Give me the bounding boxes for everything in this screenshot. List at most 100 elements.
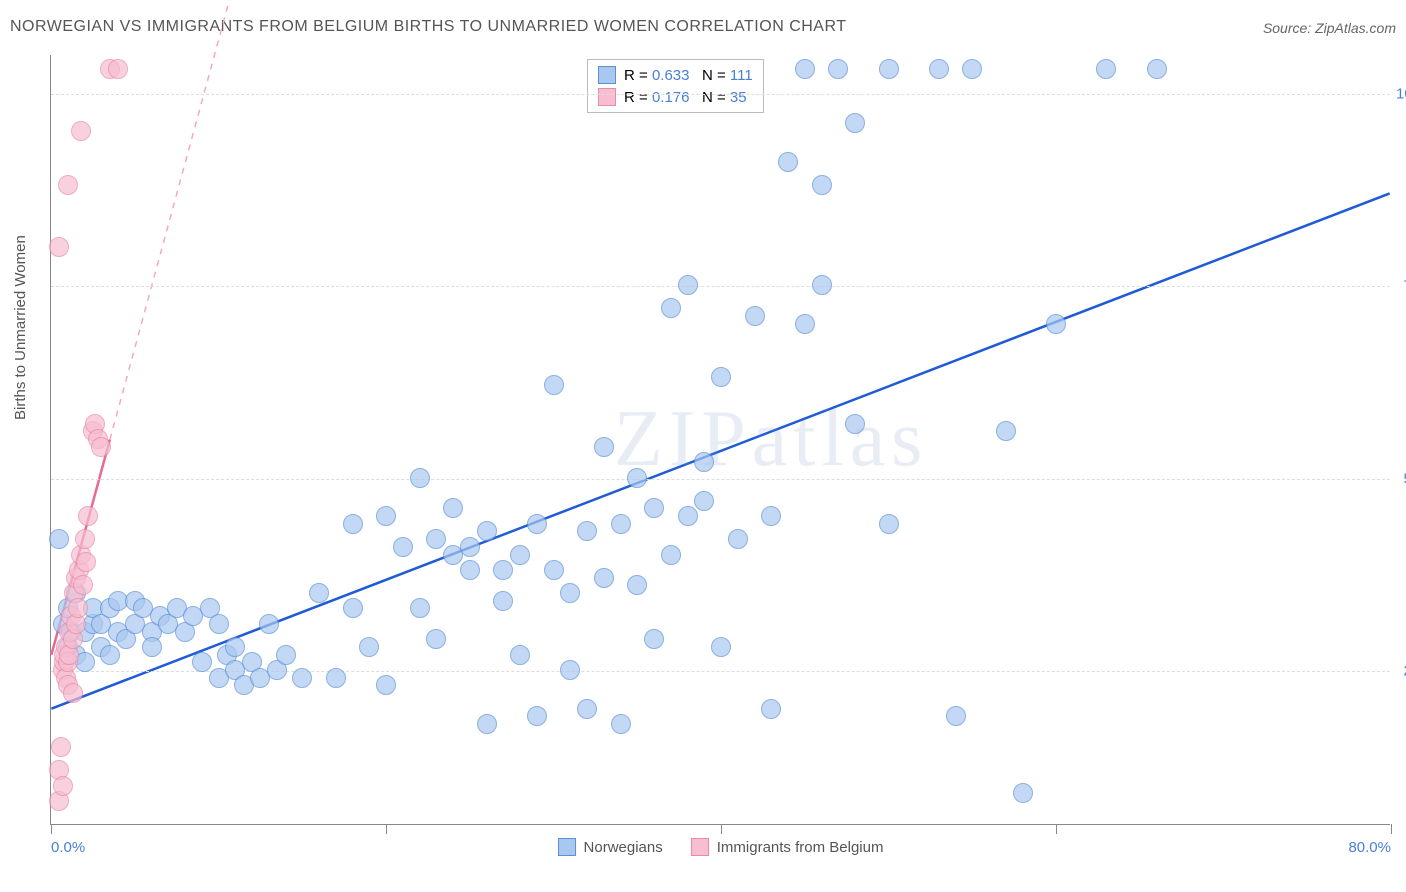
- data-point: [51, 737, 71, 757]
- data-point: [611, 714, 631, 734]
- data-point: [694, 491, 714, 511]
- data-point: [142, 637, 162, 657]
- y-tick-label: 50.0%: [1396, 470, 1406, 487]
- data-point: [78, 506, 98, 526]
- gridline: [51, 286, 1390, 287]
- data-point: [477, 714, 497, 734]
- legend-swatch: [598, 66, 616, 84]
- data-point: [544, 375, 564, 395]
- data-point: [209, 614, 229, 634]
- data-point: [292, 668, 312, 688]
- data-point: [309, 583, 329, 603]
- data-point: [778, 152, 798, 172]
- data-point: [426, 529, 446, 549]
- legend-swatch: [598, 88, 616, 106]
- legend-series: Norwegians Immigrants from Belgium: [558, 838, 884, 856]
- data-point: [795, 314, 815, 334]
- legend-stat-row: R = 0.176 N = 35: [598, 86, 753, 108]
- data-point: [108, 59, 128, 79]
- data-point: [359, 637, 379, 657]
- data-point: [879, 514, 899, 534]
- data-point: [493, 591, 513, 611]
- data-point: [71, 121, 91, 141]
- data-point: [510, 545, 530, 565]
- data-point: [560, 660, 580, 680]
- data-point: [711, 637, 731, 657]
- data-point: [192, 652, 212, 672]
- data-point: [761, 699, 781, 719]
- data-point: [376, 506, 396, 526]
- data-point: [410, 468, 430, 488]
- y-axis-title: Births to Unmarried Women: [12, 235, 29, 420]
- data-point: [644, 498, 664, 518]
- data-point: [1013, 783, 1033, 803]
- x-tick: [51, 824, 52, 834]
- legend-swatch: [691, 838, 709, 856]
- data-point: [962, 59, 982, 79]
- data-point: [259, 614, 279, 634]
- data-point: [49, 237, 69, 257]
- data-point: [1046, 314, 1066, 334]
- legend-stat-row: R = 0.633 N = 111: [598, 64, 753, 86]
- data-point: [929, 59, 949, 79]
- data-point: [845, 414, 865, 434]
- data-point: [879, 59, 899, 79]
- data-point: [393, 537, 413, 557]
- data-point: [627, 468, 647, 488]
- data-point: [728, 529, 748, 549]
- trend-lines: [51, 55, 1390, 824]
- legend-item: Immigrants from Belgium: [691, 838, 884, 856]
- y-tick-label: 25.0%: [1396, 663, 1406, 680]
- data-point: [326, 668, 346, 688]
- data-point: [845, 113, 865, 133]
- data-point: [53, 776, 73, 796]
- data-point: [276, 645, 296, 665]
- data-point: [795, 59, 815, 79]
- data-point: [426, 629, 446, 649]
- data-point: [343, 598, 363, 618]
- data-point: [594, 568, 614, 588]
- x-tick: [1056, 824, 1057, 834]
- y-tick-label: 100.0%: [1396, 85, 1406, 102]
- x-tick: [386, 824, 387, 834]
- data-point: [68, 598, 88, 618]
- data-point: [678, 506, 698, 526]
- legend-swatch: [558, 838, 576, 856]
- gridline: [51, 479, 1390, 480]
- data-point: [694, 452, 714, 472]
- data-point: [73, 575, 93, 595]
- data-point: [443, 498, 463, 518]
- x-tick-label: 80.0%: [1348, 839, 1391, 856]
- data-point: [1096, 59, 1116, 79]
- data-point: [544, 560, 564, 580]
- data-point: [644, 629, 664, 649]
- data-point: [58, 175, 78, 195]
- data-point: [812, 275, 832, 295]
- data-point: [594, 437, 614, 457]
- data-point: [493, 560, 513, 580]
- data-point: [661, 298, 681, 318]
- data-point: [661, 545, 681, 565]
- legend-stat-text: R = 0.176 N = 35: [624, 89, 747, 106]
- data-point: [761, 506, 781, 526]
- data-point: [577, 521, 597, 541]
- x-tick: [1391, 824, 1392, 834]
- data-point: [75, 529, 95, 549]
- data-point: [946, 706, 966, 726]
- data-point: [527, 706, 547, 726]
- x-tick-label: 0.0%: [51, 839, 85, 856]
- source-label: Source: ZipAtlas.com: [1263, 20, 1396, 36]
- data-point: [812, 175, 832, 195]
- data-point: [711, 367, 731, 387]
- data-point: [745, 306, 765, 326]
- legend-item: Norwegians: [558, 838, 663, 856]
- data-point: [460, 560, 480, 580]
- legend-label: Norwegians: [584, 839, 663, 856]
- data-point: [1147, 59, 1167, 79]
- data-point: [76, 552, 96, 572]
- data-point: [527, 514, 547, 534]
- x-tick: [721, 824, 722, 834]
- data-point: [460, 537, 480, 557]
- legend-stat-text: R = 0.633 N = 111: [624, 67, 753, 84]
- data-point: [560, 583, 580, 603]
